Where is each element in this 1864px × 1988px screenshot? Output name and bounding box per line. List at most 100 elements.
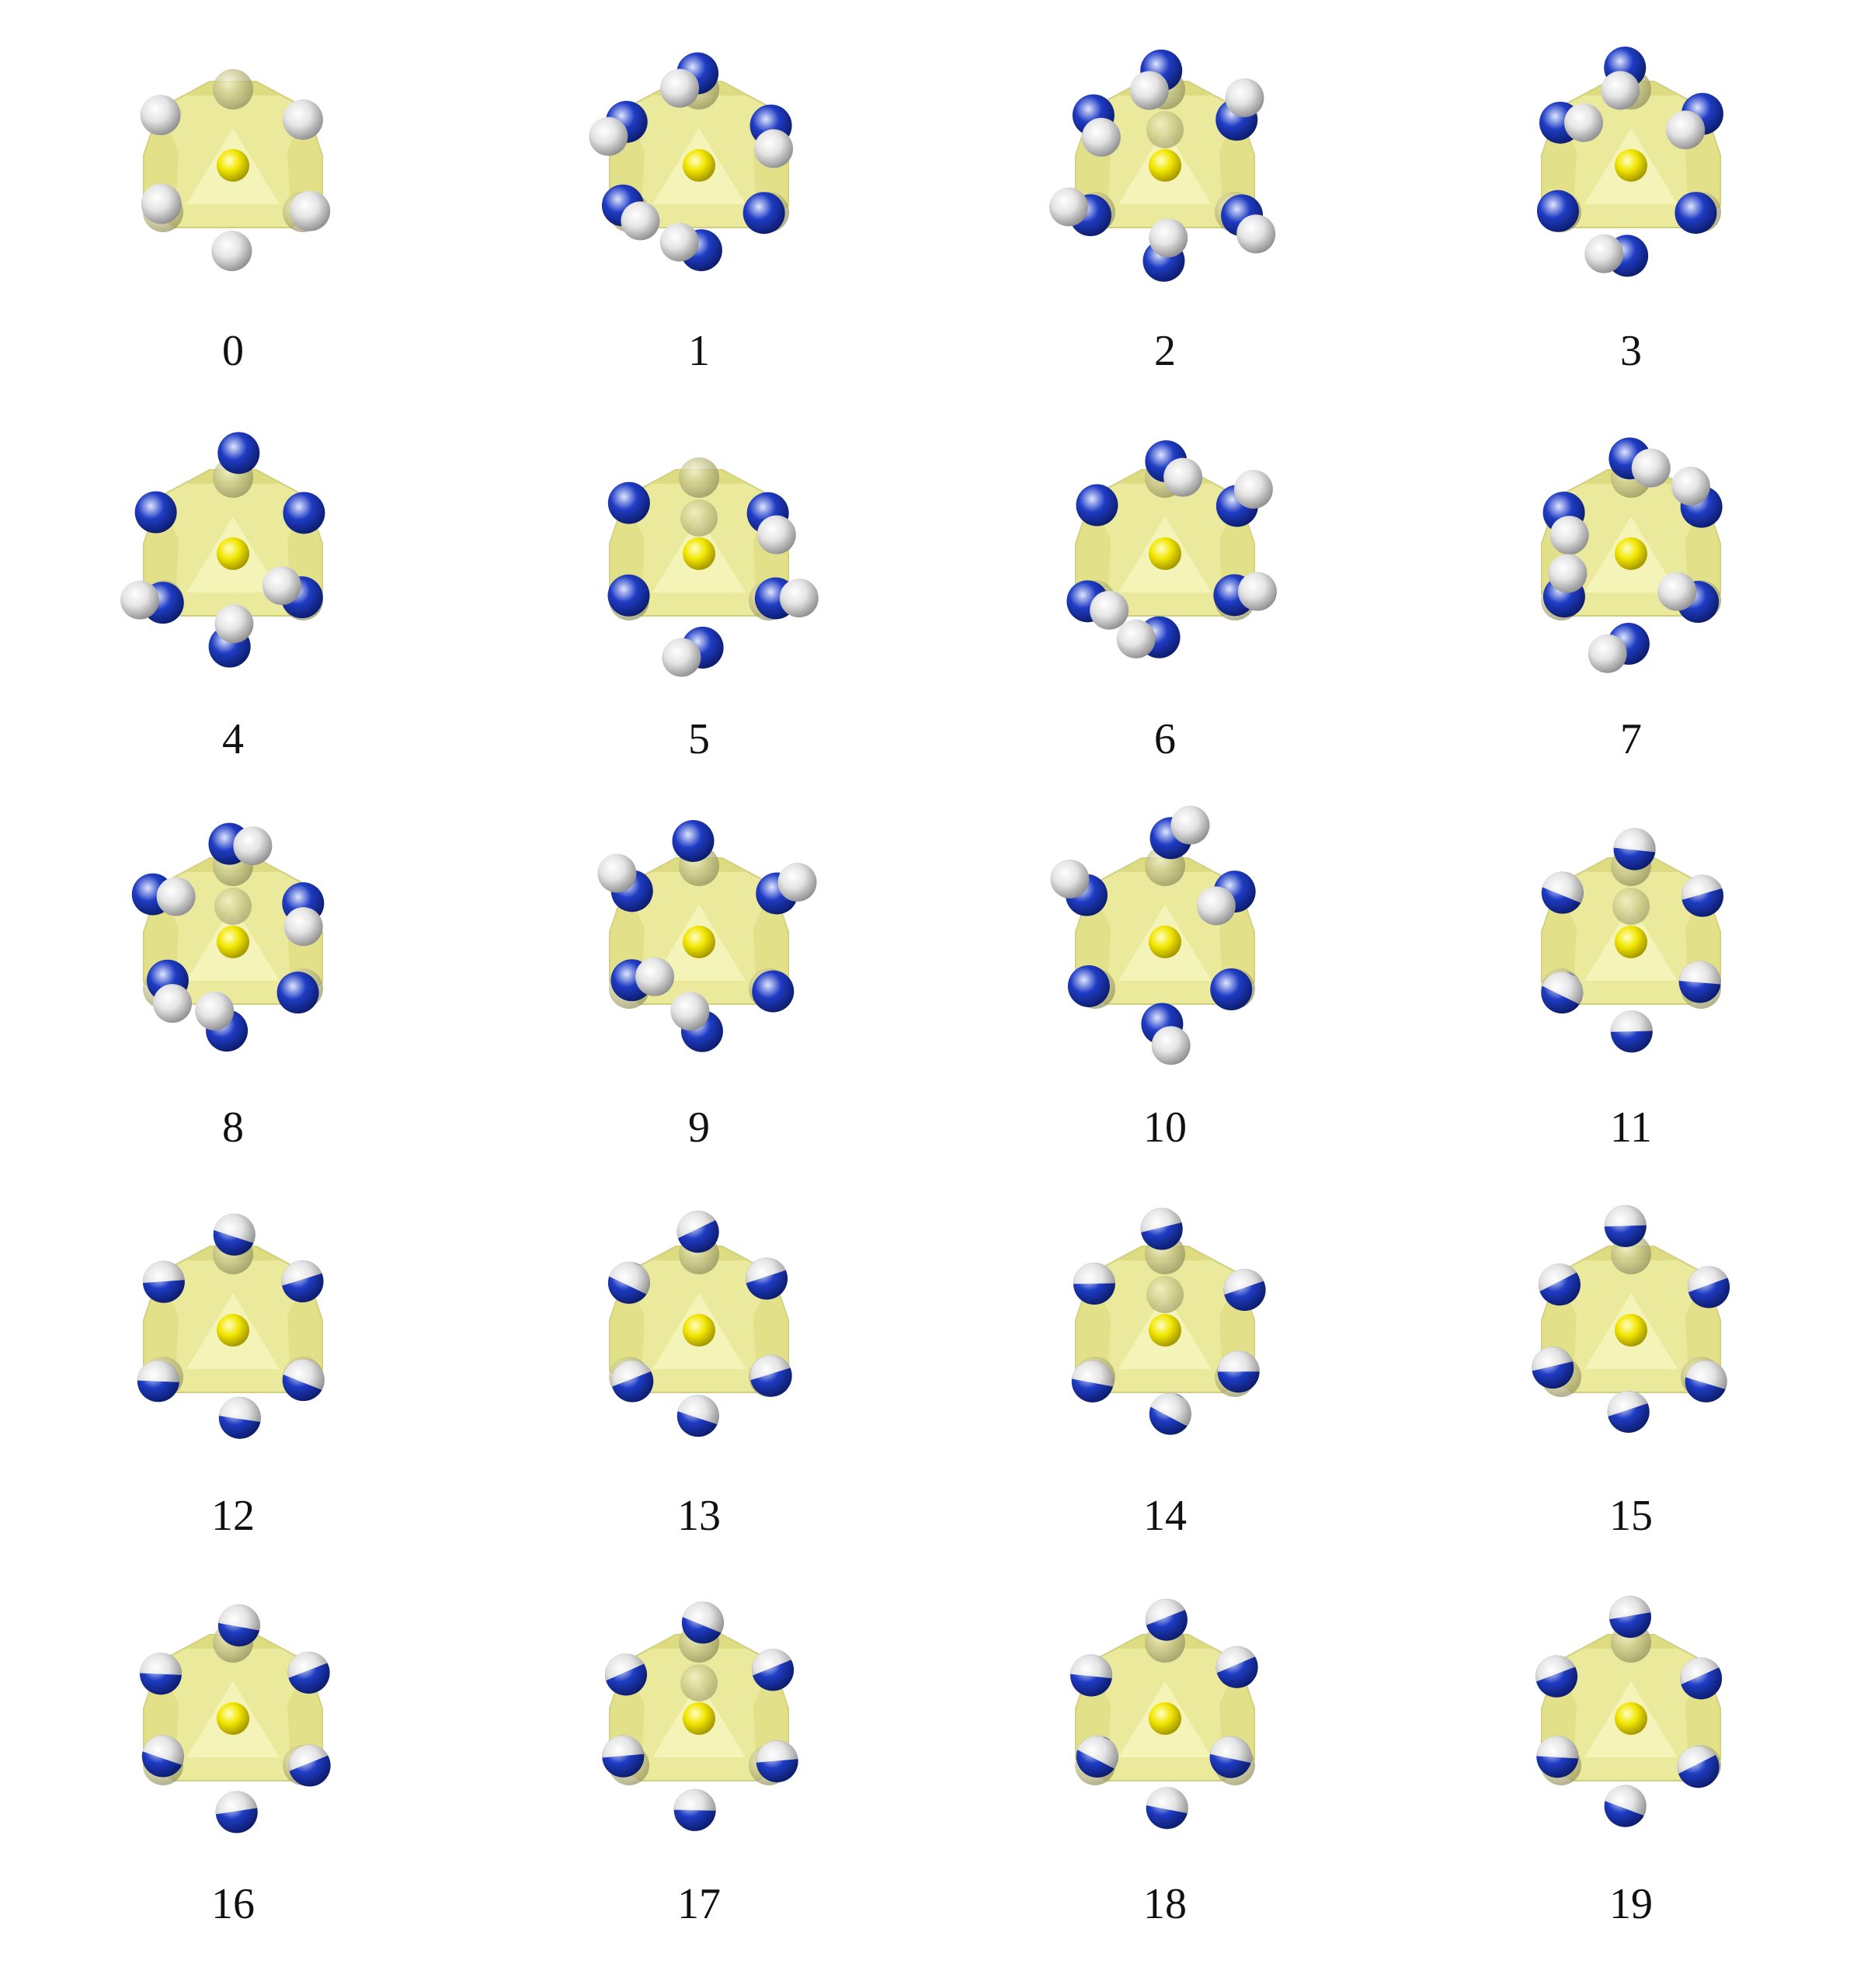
structure-label: 13 bbox=[677, 1492, 721, 1540]
nitrogen-atom bbox=[283, 492, 325, 534]
hydrogen-atom bbox=[670, 992, 710, 1031]
hydrogen-atom bbox=[1081, 117, 1121, 157]
hydrogen-atom bbox=[659, 222, 699, 262]
nitrogen-atom bbox=[1536, 189, 1579, 232]
nitrogen-atom bbox=[672, 819, 715, 862]
back-atom bbox=[680, 499, 718, 537]
center-atom bbox=[1615, 926, 1647, 958]
hydrogen-atom bbox=[1163, 457, 1203, 497]
molecule-rendering bbox=[1070, 1598, 1258, 1830]
hydrogen-atom bbox=[589, 116, 628, 156]
cluster-group bbox=[607, 1211, 792, 1437]
hydrogen-atom bbox=[1196, 886, 1236, 926]
center-atom bbox=[1615, 537, 1647, 570]
structure-label: 0 bbox=[222, 327, 244, 375]
structure-panel: 11 bbox=[1398, 800, 1864, 1188]
center-atom bbox=[217, 149, 249, 182]
hydrogen-atom bbox=[290, 190, 331, 231]
structure-panel: 18 bbox=[932, 1576, 1398, 1965]
structure-label: 6 bbox=[1154, 715, 1176, 763]
hydrogen-atom bbox=[140, 95, 181, 136]
cluster-group bbox=[602, 1601, 798, 1831]
center-atom bbox=[217, 537, 249, 570]
hydrogen-atom bbox=[1236, 214, 1276, 254]
structure-label: 17 bbox=[677, 1880, 721, 1928]
structure-panel: 14 bbox=[932, 1188, 1398, 1576]
hydrogen-cap bbox=[1678, 961, 1721, 985]
hydrogen-atom bbox=[1584, 234, 1624, 273]
back-atom bbox=[1612, 888, 1650, 925]
back-atom bbox=[213, 69, 253, 109]
hydrogen-atom bbox=[621, 201, 660, 241]
cluster-group bbox=[1048, 49, 1276, 282]
nitrogen-atom bbox=[217, 432, 260, 474]
cluster-group bbox=[1071, 1208, 1266, 1435]
hydrogen-atom bbox=[635, 957, 675, 996]
hydrogen-cap bbox=[676, 1395, 719, 1426]
structure-panel: 1 bbox=[466, 23, 932, 412]
hydrogen-atom bbox=[282, 99, 323, 140]
center-atom bbox=[683, 1702, 715, 1735]
structure-panel: 7 bbox=[1398, 412, 1864, 800]
hydrogen-atom bbox=[283, 907, 323, 947]
hydrogen-atom bbox=[1129, 71, 1169, 110]
hydrogen-atom bbox=[1549, 516, 1589, 555]
molecule-rendering bbox=[1048, 49, 1276, 282]
hydrogen-atom bbox=[262, 566, 301, 606]
hydrogen-atom bbox=[1225, 78, 1264, 117]
structure-panel: 2 bbox=[932, 23, 1398, 412]
hydrogen-atom bbox=[1048, 187, 1088, 227]
center-atom bbox=[217, 1314, 249, 1347]
hydrogen-cap bbox=[1070, 1654, 1113, 1679]
hydrogen-atom bbox=[1657, 572, 1697, 611]
structure-panel: 19 bbox=[1398, 1576, 1864, 1965]
molecule-rendering bbox=[131, 822, 325, 1052]
cluster-group bbox=[589, 52, 794, 272]
cluster-group bbox=[139, 1604, 331, 1833]
hydrogen-atom bbox=[777, 863, 817, 902]
structure-label: 9 bbox=[688, 1103, 710, 1152]
structure-label: 11 bbox=[1610, 1103, 1652, 1152]
molecule-rendering bbox=[589, 52, 794, 272]
center-atom bbox=[1149, 926, 1181, 958]
structure-label: 4 bbox=[222, 715, 244, 763]
hydrogen-cap bbox=[1071, 1360, 1114, 1388]
nitrogen-atom bbox=[752, 970, 795, 1013]
center-atom bbox=[683, 149, 715, 182]
hydrogen-cap bbox=[218, 1396, 261, 1423]
cluster-group bbox=[1541, 828, 1724, 1053]
cluster-group bbox=[1070, 1598, 1258, 1830]
hydrogen-atom bbox=[156, 877, 196, 916]
hydrogen-cap bbox=[1604, 1785, 1647, 1817]
structure-label: 1 bbox=[688, 327, 710, 375]
molecule-rendering bbox=[120, 432, 325, 668]
center-atom bbox=[217, 926, 249, 958]
molecule-rendering bbox=[1066, 440, 1277, 659]
nitrogen-atom bbox=[1674, 192, 1717, 235]
center-atom bbox=[1615, 1702, 1647, 1735]
center-atom bbox=[683, 537, 715, 570]
nitrogen-atom bbox=[134, 491, 177, 533]
hydrogen-atom bbox=[141, 183, 182, 224]
molecule-rendering bbox=[607, 1211, 792, 1437]
hydrogen-atom bbox=[1237, 572, 1277, 611]
nitrogen-atom bbox=[607, 574, 650, 617]
molecule-rendering bbox=[1071, 1208, 1266, 1435]
hydrogen-cap bbox=[1209, 1736, 1252, 1764]
center-atom bbox=[1149, 537, 1181, 570]
structure-panel: 9 bbox=[466, 800, 932, 1188]
hydrogen-atom bbox=[1149, 218, 1188, 258]
center-atom bbox=[217, 1702, 249, 1735]
structure-label: 12 bbox=[211, 1492, 255, 1540]
hydrogen-cap bbox=[1536, 1736, 1579, 1759]
cluster-group bbox=[597, 819, 817, 1052]
hydrogen-atom bbox=[195, 991, 235, 1030]
structure-panel: 16 bbox=[0, 1576, 466, 1965]
structure-label: 16 bbox=[211, 1880, 255, 1928]
structure-panel: 13 bbox=[466, 1188, 932, 1576]
hydrogen-cap bbox=[1685, 1360, 1727, 1391]
hydrogen-atom bbox=[1116, 619, 1156, 659]
cluster-group bbox=[140, 69, 331, 272]
cluster-group bbox=[137, 1213, 325, 1439]
structure-label: 2 bbox=[1154, 327, 1176, 375]
